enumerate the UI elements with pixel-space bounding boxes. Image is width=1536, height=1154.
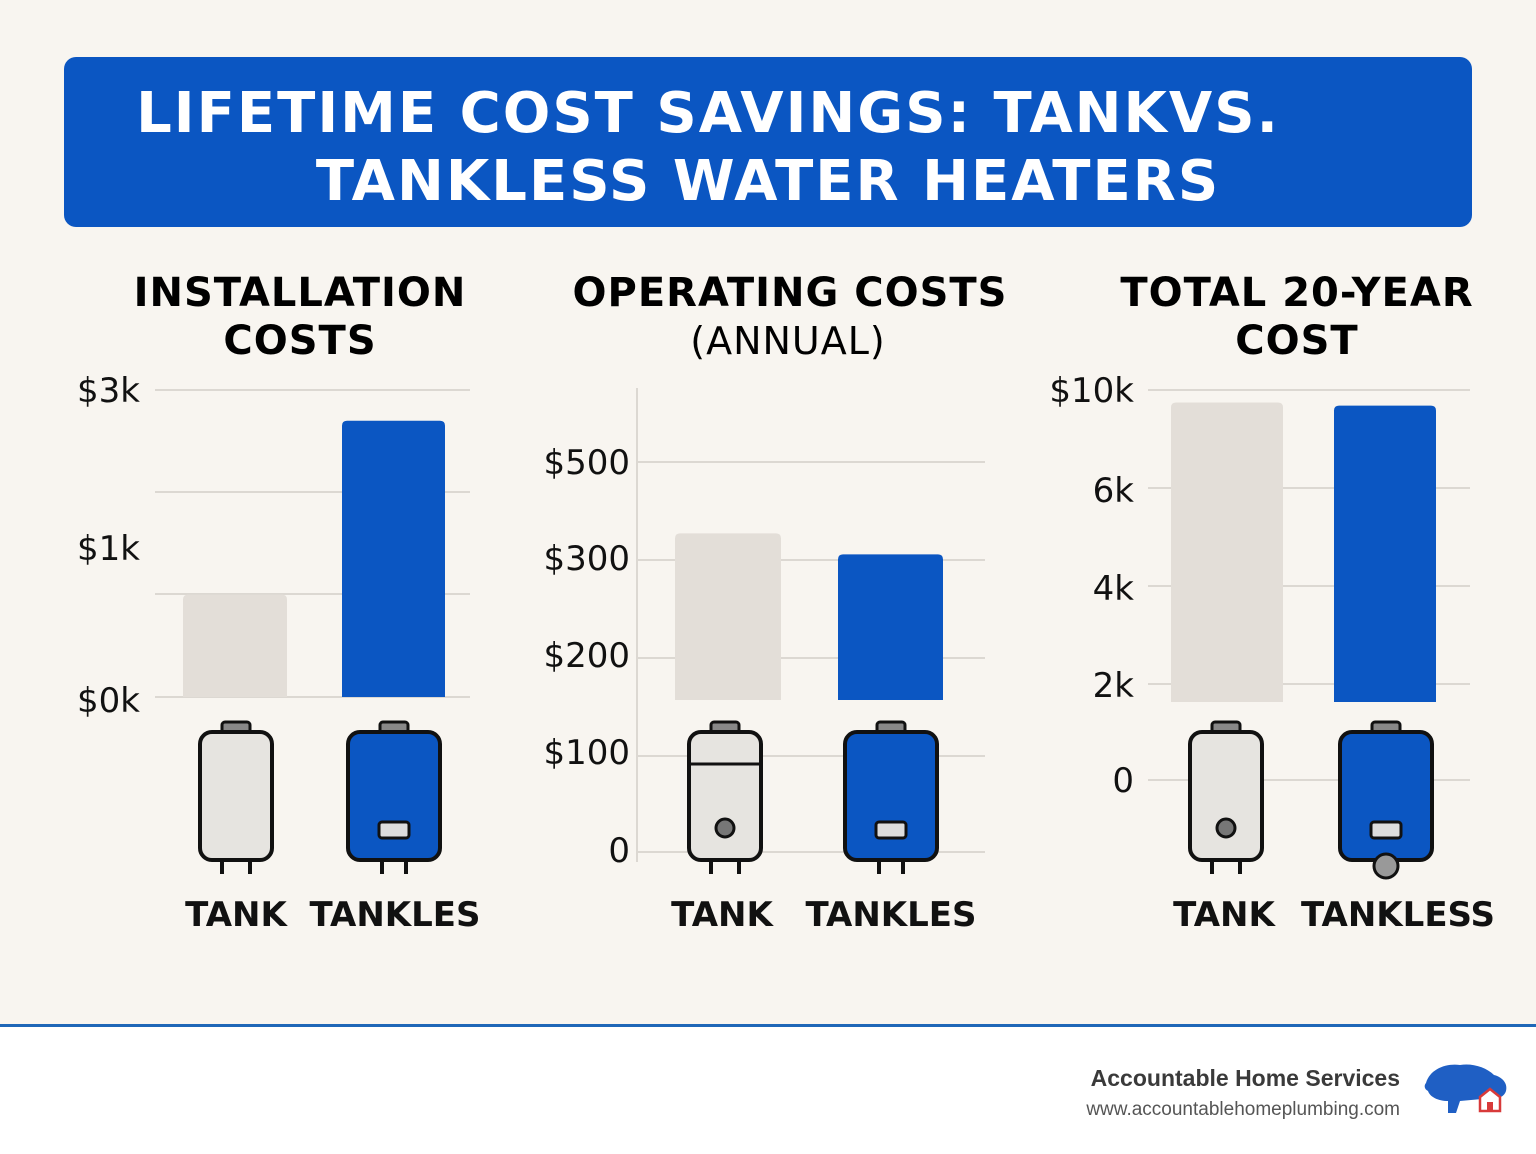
y-tick-label: $10k: [1049, 371, 1134, 411]
chart-subtitle: (ANNUAL): [690, 319, 885, 363]
bar-tankless: [1334, 405, 1436, 702]
y-tick-label: 0: [1112, 761, 1134, 801]
bar-tankles: [838, 554, 943, 700]
tankless-heater-icon: [1338, 720, 1434, 880]
category-label: TANKLESS: [1301, 895, 1495, 935]
category-label: TANKLES: [309, 895, 480, 935]
category-label: TANK: [671, 895, 774, 935]
chart-title-line: INSTALLATION: [134, 270, 467, 316]
footer-divider: [0, 1024, 1536, 1027]
tank-heater-icon: [198, 720, 274, 874]
y-tick-label: $1k: [77, 529, 140, 569]
category-label: TANK: [1173, 895, 1276, 935]
y-tick-label: 6k: [1093, 471, 1135, 511]
y-tick-label: 4k: [1093, 569, 1135, 609]
chart-operating-costs: OPERATING COSTS (ANNUAL) $500 $300 $200 $10…: [543, 270, 1008, 935]
y-tick-label: $3k: [77, 371, 140, 411]
category-label: TANK: [185, 895, 288, 935]
bar-tank: [183, 594, 287, 697]
footer: Accountable Home Services www.accountabl…: [0, 1027, 1536, 1154]
category-label: TANKLES: [805, 895, 976, 935]
y-tick-label: $300: [543, 539, 630, 579]
tankless-heater-icon: [843, 720, 939, 874]
y-tick-label: $0k: [77, 681, 140, 721]
y-tick-label: $200: [543, 636, 630, 676]
tankless-heater-icon: [346, 720, 442, 874]
page-title-line-1: LIFETIME COST SAVINGS: TANKVS.: [136, 81, 1280, 146]
bar-tank: [675, 533, 781, 700]
charts-canvas: INSTALLATION COSTS $3k $1k $0k TANK TANKLES…: [77, 270, 1495, 935]
tank-heater-icon: [1188, 720, 1264, 874]
chart-title-line: OPERATING COSTS: [573, 270, 1008, 316]
chart-title-line: COSTS: [223, 318, 376, 364]
y-tick-label: $500: [543, 443, 630, 483]
y-tick-label: 2k: [1093, 666, 1135, 706]
brand-name: Accountable Home Services: [1090, 1065, 1400, 1091]
y-tick-label: 0: [608, 831, 630, 871]
y-tick-label: $100: [543, 733, 630, 773]
chart-installation-costs: INSTALLATION COSTS $3k $1k $0k TANK TANKLES: [77, 270, 480, 935]
page-title-line-2: TANKLESS WATER HEATERS: [315, 149, 1221, 214]
chart-title-line: TOTAL 20-YEAR: [1120, 270, 1473, 316]
chart-title-line: COST: [1235, 318, 1358, 364]
bison-house-logo-icon: [1424, 1064, 1507, 1113]
bar-tankles: [342, 420, 445, 697]
brand-url: www.accountablehomeplumbing.com: [1086, 1099, 1400, 1120]
tank-heater-icon: [687, 720, 763, 874]
chart-total-20-year-cost: TOTAL 20-YEAR COST $10k 6k 4k 2k 0 TANK TANKL…: [1049, 270, 1495, 935]
title-banner: LIFETIME COST SAVINGS: TANKVS. TANKLESS …: [64, 57, 1472, 227]
bar-tank: [1171, 402, 1283, 702]
